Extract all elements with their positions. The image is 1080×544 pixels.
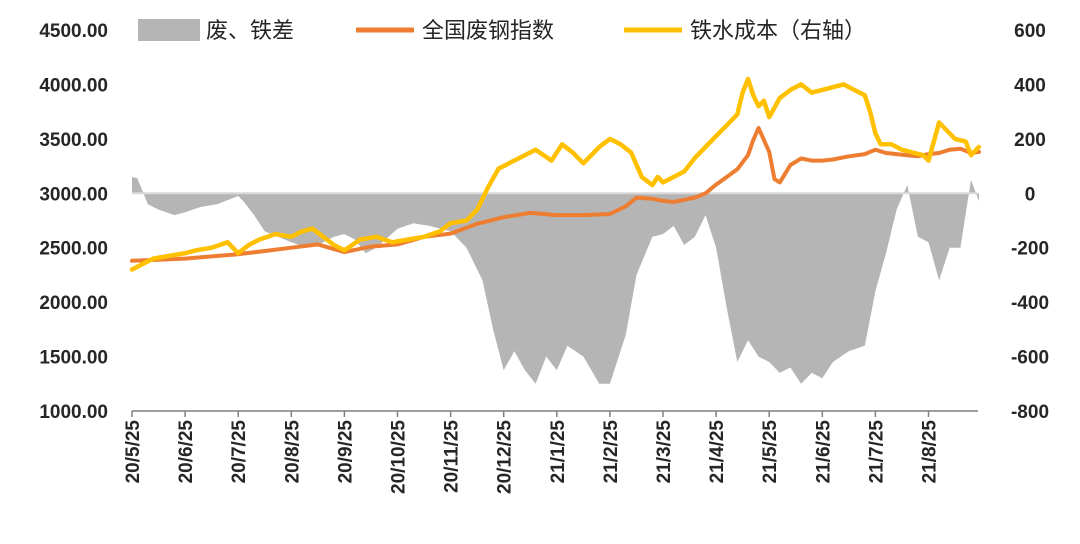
x-tick-label: 20/10/25 <box>389 420 410 494</box>
left-tick-label: 1500.00 <box>39 348 108 369</box>
left-tick-label: 1000.00 <box>39 402 108 423</box>
legend-item-hot-metal-cost: 铁水成本（右轴） <box>624 19 866 44</box>
x-tick-label: 21/2/25 <box>601 420 622 484</box>
legend-item-spread: 废、铁差 <box>138 19 294 44</box>
x-tick-label: 20/8/25 <box>282 420 303 484</box>
x-tick-label: 21/3/25 <box>654 420 675 484</box>
legend-swatch-spread <box>138 19 200 41</box>
right-tick-label: -400 <box>1011 293 1049 314</box>
right-tick-label: 200 <box>1014 130 1046 151</box>
x-tick-label: 21/1/25 <box>548 420 569 484</box>
right-tick-label: -200 <box>1011 239 1049 260</box>
legend-item-scrap-index: 全国废钢指数 <box>356 19 554 44</box>
left-axis-ticks: 1000.00 1500.00 2000.00 2500.00 3000.00 3500.… <box>39 21 108 423</box>
x-tick-label: 20/12/25 <box>495 420 516 494</box>
x-tick-label: 20/5/25 <box>123 420 144 484</box>
x-tick-label: 20/9/25 <box>335 420 356 484</box>
line-series-layer <box>129 76 982 272</box>
x-tick-label: 21/6/25 <box>813 420 834 484</box>
x-axis-ticks: 20/5/25 20/6/25 20/7/25 20/8/25 20/9/25 20/10… <box>123 420 941 494</box>
right-axis-ticks: -800 -600 -400 -200 0 200 400 600 <box>1011 21 1049 423</box>
series-line-scrap-index <box>130 126 981 263</box>
series-line-hot-metal-cost <box>129 76 982 272</box>
right-tick-label: -800 <box>1011 402 1049 423</box>
legend: 废、铁差 全国废钢指数 铁水成本（右轴） <box>138 19 866 44</box>
legend-label-spread: 废、铁差 <box>206 19 294 44</box>
right-tick-label: -600 <box>1011 348 1049 369</box>
x-tick-label: 21/7/25 <box>866 420 887 484</box>
left-tick-label: 2000.00 <box>39 293 108 314</box>
left-tick-label: 3000.00 <box>39 184 108 205</box>
right-tick-label: 400 <box>1014 75 1046 96</box>
left-tick-label: 4500.00 <box>39 21 108 42</box>
legend-label-hot-metal-cost: 铁水成本（右轴） <box>690 19 866 44</box>
axis-layer <box>131 192 978 417</box>
series-area-spread <box>132 177 979 384</box>
left-tick-label: 4000.00 <box>39 75 108 96</box>
left-tick-label: 2500.00 <box>39 239 108 260</box>
x-tick-label: 21/8/25 <box>920 420 941 484</box>
left-tick-label: 3500.00 <box>39 130 108 151</box>
x-tick-label: 21/4/25 <box>707 420 728 484</box>
x-tick-label: 20/7/25 <box>229 420 250 484</box>
area-series-layer <box>132 177 979 384</box>
x-tick-label: 21/5/25 <box>760 420 781 484</box>
legend-label-scrap-index: 全国废钢指数 <box>422 19 554 44</box>
right-tick-label: 0 <box>1025 184 1036 205</box>
x-tick-label: 20/6/25 <box>176 420 197 484</box>
x-tick-label: 20/11/25 <box>442 420 463 493</box>
right-tick-label: 600 <box>1014 21 1046 42</box>
